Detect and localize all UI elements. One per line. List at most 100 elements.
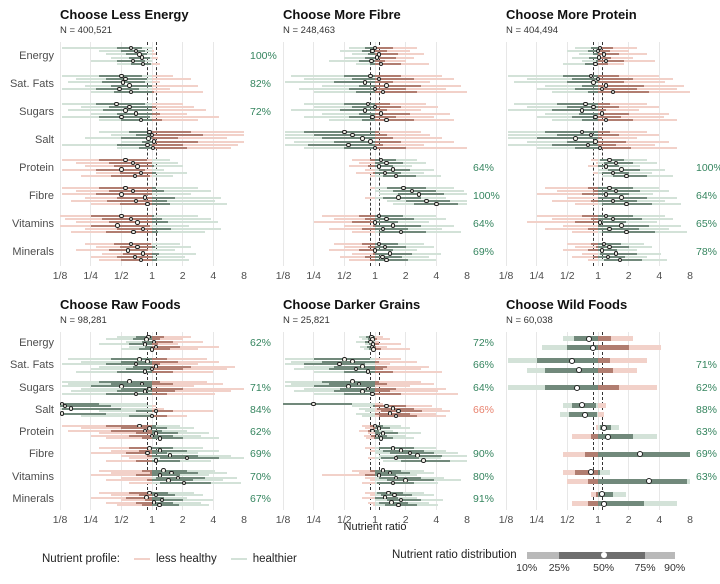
median-dot — [362, 80, 368, 85]
bar-segment — [348, 87, 375, 90]
bar-segment — [598, 434, 633, 440]
bar-segment — [573, 336, 598, 341]
bar-segment — [375, 221, 399, 224]
bar-segment — [598, 469, 610, 475]
bar-segment — [152, 447, 204, 450]
bar-segment — [598, 56, 612, 59]
bar-segment — [571, 434, 598, 440]
bar-segment — [375, 159, 418, 161]
bar-segment — [375, 140, 401, 143]
bar-segment — [375, 87, 406, 90]
bar-segment — [355, 171, 375, 174]
bar-segment — [370, 425, 375, 427]
bar-segment — [375, 87, 447, 90]
bar-segment — [152, 415, 167, 417]
median-dot — [601, 500, 608, 507]
bar-segment — [598, 143, 616, 146]
bar-segment — [598, 451, 690, 457]
bar-segment — [375, 56, 396, 59]
bar-segment — [598, 131, 647, 133]
median-dot — [133, 391, 139, 396]
bar-segment — [593, 255, 598, 258]
bar-segment — [571, 78, 598, 81]
gridline — [90, 332, 92, 510]
bar-segment — [598, 501, 644, 506]
distribution-legend: Nutrient ratio distribution 10% 25% 50% 75%… — [392, 549, 685, 574]
bar-segment — [379, 447, 414, 450]
bar-segment — [352, 78, 375, 81]
gridline — [628, 332, 630, 510]
median-dot — [583, 101, 588, 107]
x-tick-label: 8 — [687, 514, 693, 526]
bar-segment — [582, 252, 598, 255]
bar-segment — [365, 47, 375, 49]
bar-segment — [344, 392, 375, 395]
bar-segment — [152, 246, 191, 249]
bar-segment — [588, 259, 598, 261]
bar-segment — [111, 358, 152, 361]
bar-segment — [152, 494, 176, 497]
median-dot — [601, 241, 607, 247]
bar-segment — [119, 171, 152, 174]
bar-segment — [598, 106, 619, 109]
nutrient-axis-label: Salt — [35, 403, 54, 416]
bar-segment — [375, 363, 390, 366]
row-percentage: 71% — [696, 359, 718, 372]
bar-segment — [595, 246, 598, 249]
bar-segment — [375, 360, 380, 363]
bar-segment — [598, 215, 633, 217]
bar-segment — [598, 84, 644, 87]
bar-segment — [567, 243, 598, 245]
row-percentage: 100% — [473, 190, 500, 202]
bar-segment — [375, 106, 439, 109]
x-tick-label: 1/2 — [560, 270, 575, 282]
bar-segment — [386, 187, 427, 189]
bar-segment — [590, 199, 598, 202]
gridline — [343, 332, 345, 510]
bar-segment — [375, 425, 384, 427]
bar-segment — [352, 159, 375, 161]
bar-segment — [152, 131, 191, 133]
bar-segment — [381, 410, 423, 413]
bar-segment — [370, 187, 375, 189]
bar-segment — [375, 345, 376, 348]
bar-segment — [375, 119, 414, 121]
median-dot — [593, 114, 598, 120]
bar-segment — [544, 385, 598, 391]
bar-segment — [76, 370, 152, 373]
bar-segment — [152, 499, 214, 502]
median-dot — [610, 89, 616, 95]
bar-segment — [375, 385, 410, 388]
median-dot — [424, 198, 429, 204]
median-dot — [421, 458, 426, 463]
bar-segment — [590, 159, 598, 161]
bar-segment — [562, 451, 598, 457]
bar-segment — [370, 259, 375, 261]
median-dot — [393, 173, 399, 179]
distribution-tick-label: 90% — [664, 561, 686, 574]
median-dot — [376, 213, 382, 219]
bar-segment — [313, 392, 375, 395]
row-percentage: 78% — [696, 246, 718, 258]
median-dot — [119, 213, 124, 219]
median-dot — [146, 136, 151, 141]
median-dot — [597, 45, 603, 51]
row-percentage: 62% — [250, 426, 272, 439]
bar-segment — [370, 63, 375, 65]
median-dot — [376, 52, 382, 57]
bar-segment — [152, 221, 218, 224]
median-dot — [145, 142, 150, 148]
bar-segment — [136, 459, 152, 462]
bar-segment — [80, 415, 152, 417]
x-tick-label: 2 — [179, 514, 186, 526]
bar-segment — [293, 140, 375, 143]
bar-segment — [152, 365, 235, 368]
bar-segment — [578, 53, 598, 56]
median-dot — [617, 257, 623, 263]
bar-segment — [383, 175, 416, 177]
median-dot — [370, 391, 375, 396]
bar-segment — [598, 218, 642, 221]
bar-segment — [598, 115, 622, 118]
bar-segment — [365, 196, 375, 199]
gridline — [212, 42, 214, 266]
